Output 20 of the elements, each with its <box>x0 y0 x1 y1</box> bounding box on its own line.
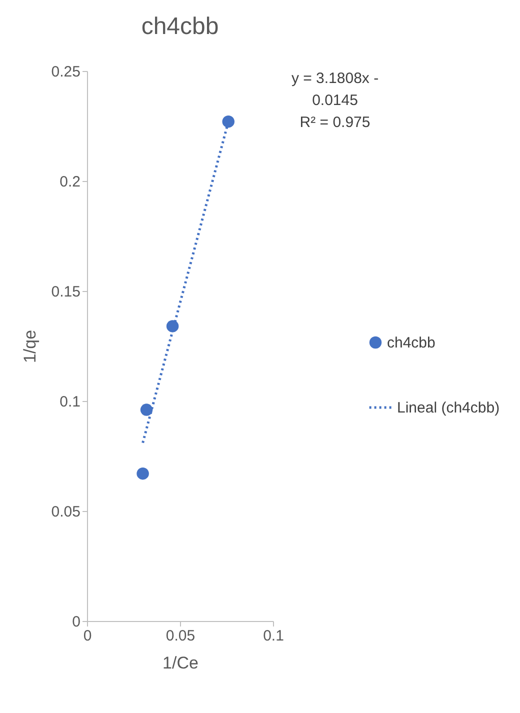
y-tick-label: 0.15 <box>51 284 80 300</box>
text: y = 3.1808x - <box>291 70 379 87</box>
text: R² = 0.975 <box>300 114 370 131</box>
y-tick-label: 0.2 <box>60 174 80 190</box>
x-tick-label: 0 <box>83 628 92 644</box>
y-tick-label: 0.1 <box>60 394 80 410</box>
point <box>136 467 149 480</box>
y-tick-label: 0.25 <box>51 64 80 80</box>
legend-label: Lineal (ch4cbb) <box>397 400 500 416</box>
legend-label: ch4cbb <box>387 334 436 352</box>
chart-title: ch4cbb <box>141 13 219 40</box>
y-tick-label: 0 <box>72 614 80 630</box>
y-tick-label: 0.05 <box>51 504 80 520</box>
text: 0.0145 <box>312 92 358 109</box>
x-axis-title: 1/Ce <box>162 654 198 672</box>
y-axis-title: 1/qe <box>20 330 40 364</box>
point <box>140 404 153 416</box>
x-tick-label: 0.1 <box>263 628 284 644</box>
x-tick-label: 0.05 <box>166 628 196 644</box>
point <box>222 115 234 128</box>
